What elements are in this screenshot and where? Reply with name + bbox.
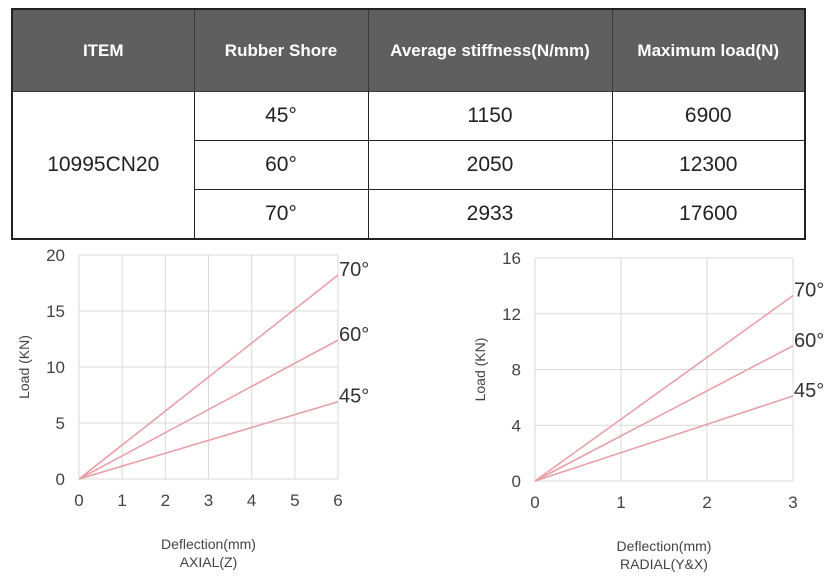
x-tick-label: 1 (616, 493, 625, 512)
chart-subtitle: RADIAL(Y&X) (620, 556, 708, 572)
x-tick-label: 0 (530, 493, 539, 512)
stiffness-cell: 1150 (367, 91, 613, 141)
x-tick-label: 2 (161, 491, 170, 510)
y-tick-label: 12 (502, 305, 521, 324)
series-label: 45° (339, 386, 369, 408)
stiffness-cell: 2933 (367, 189, 613, 240)
x-tick-label: 6 (333, 491, 342, 510)
axial-load-chart: 0 1 2 3 4 5 6 0 5 10 15 20 70° 60° 45° Deflection(mm) AX… (16, 246, 369, 570)
series-label: 45° (794, 380, 824, 402)
x-tick-label: 0 (74, 491, 83, 510)
max-load-cell: 6900 (611, 91, 806, 141)
x-tick-label: 4 (247, 491, 256, 510)
y-tick-label: 20 (46, 246, 65, 265)
max-load-cell: 12300 (611, 140, 806, 190)
y-tick-label: 8 (512, 361, 521, 380)
series-label: 60° (794, 330, 824, 352)
shore-cell: 60° (193, 140, 369, 190)
spec-table: ITEM Rubber Shore Average stiffness(N/mm… (11, 8, 806, 240)
y-axis-label: Load (KN) (472, 338, 488, 402)
x-axis-label: Deflection(mm) (161, 536, 256, 552)
y-tick-label: 5 (56, 414, 65, 433)
table-header-row: ITEM Rubber Shore Average stiffness(N/mm… (11, 8, 806, 92)
max-load-cell: 17600 (611, 189, 806, 240)
y-tick-label: 10 (46, 358, 65, 377)
stiffness-cell: 2050 (367, 140, 613, 190)
y-tick-label: 16 (502, 249, 521, 268)
series-line-2 (534, 395, 794, 482)
series-line-0 (534, 294, 794, 482)
series-line-2 (78, 400, 339, 480)
series-label: 60° (339, 324, 369, 346)
series-line-1 (534, 345, 794, 482)
series-line-1 (78, 339, 339, 480)
header-item: ITEM (11, 8, 195, 92)
x-tick-label: 1 (117, 491, 126, 510)
shore-cell: 70° (193, 189, 369, 240)
y-axis-label: Load (KN) (16, 335, 32, 399)
x-tick-label: 3 (204, 491, 213, 510)
header-average-stiffness: Average stiffness(N/mm) (367, 8, 613, 92)
item-cell: 10995CN20 (11, 91, 195, 240)
shore-cell: 45° (193, 91, 369, 141)
y-tick-label: 0 (512, 472, 521, 491)
table-row: 60° 2050 12300 (12, 140, 806, 190)
x-tick-label: 5 (290, 491, 299, 510)
table-row: 70° 2933 17600 (12, 189, 806, 240)
header-maximum-load: Maximum load(N) (611, 8, 806, 92)
series-label: 70° (794, 280, 824, 302)
table-row: 10995CN20 45° 1150 6900 (11, 91, 806, 240)
radial-load-chart: 0 1 2 3048121670°60°45°Deflection(mm)RADIAL… (472, 249, 824, 572)
y-tick-label: 4 (512, 416, 521, 435)
header-rubber-shore: Rubber Shore (193, 8, 369, 92)
x-tick-label: 3 (788, 493, 797, 512)
y-tick-label: 15 (46, 302, 65, 321)
y-tick-label: 0 (56, 470, 65, 489)
chart-subtitle: AXIAL(Z) (180, 554, 238, 570)
x-axis-label: Deflection(mm) (617, 538, 712, 554)
x-tick-label: 2 (702, 493, 711, 512)
series-label: 70° (339, 259, 369, 281)
series-line-0 (78, 274, 339, 480)
